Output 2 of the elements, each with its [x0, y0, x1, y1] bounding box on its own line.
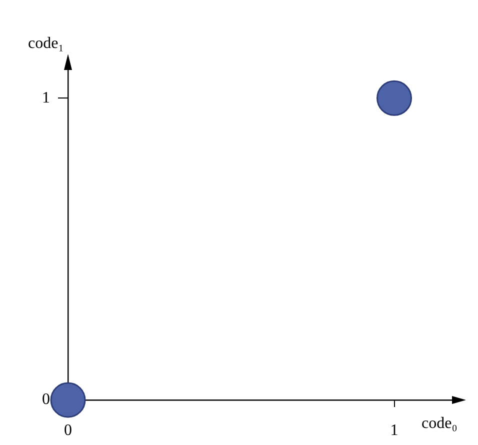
y-axis-title: code₁ — [28, 35, 64, 52]
x-axis-title: code₀ — [422, 415, 458, 432]
